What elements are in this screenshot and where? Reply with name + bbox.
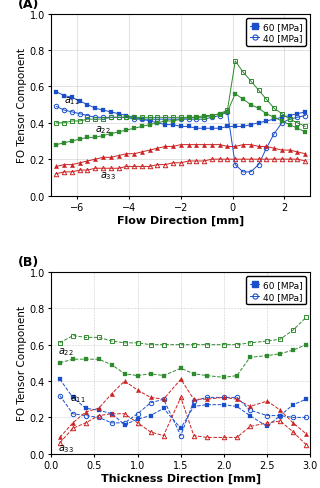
Text: $a_{33}$: $a_{33}$ <box>58 442 74 454</box>
Text: $a_{22}$: $a_{22}$ <box>58 345 74 357</box>
Text: (A): (A) <box>18 0 39 11</box>
Text: $a_{11}$: $a_{11}$ <box>64 95 80 106</box>
Y-axis label: FO Tensor Component: FO Tensor Component <box>17 305 27 421</box>
Text: (B): (B) <box>18 256 39 269</box>
Text: $a_{33}$: $a_{33}$ <box>100 169 116 181</box>
X-axis label: Flow Direction [mm]: Flow Direction [mm] <box>117 215 244 225</box>
Text: $a_{11}$: $a_{11}$ <box>70 392 86 404</box>
X-axis label: Thickness Direction [mm]: Thickness Direction [mm] <box>101 473 261 483</box>
Legend: 60 [MPa], 40 [MPa]: 60 [MPa], 40 [MPa] <box>246 19 306 47</box>
Legend: 60 [MPa], 40 [MPa]: 60 [MPa], 40 [MPa] <box>246 277 306 305</box>
Y-axis label: FO Tensor Component: FO Tensor Component <box>17 48 27 163</box>
Text: $a_{22}$: $a_{22}$ <box>95 124 111 136</box>
